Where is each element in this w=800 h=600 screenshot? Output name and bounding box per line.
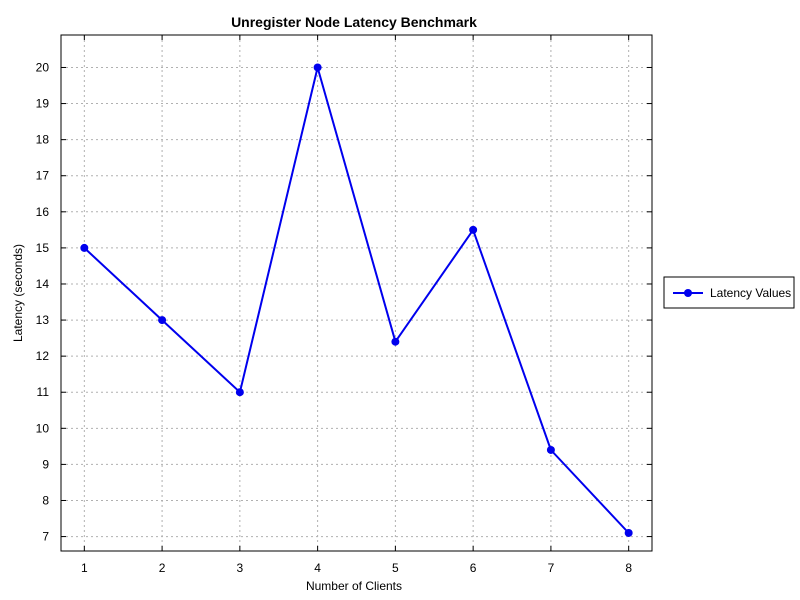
y-tick-label: 17 bbox=[36, 169, 50, 183]
x-tick-label: 6 bbox=[470, 561, 477, 575]
y-tick-label: 10 bbox=[36, 421, 50, 435]
x-tick-label: 5 bbox=[392, 561, 399, 575]
y-tick-label: 8 bbox=[42, 493, 49, 507]
data-point bbox=[624, 528, 633, 537]
data-point bbox=[469, 225, 478, 234]
series-layer bbox=[80, 63, 633, 537]
grid bbox=[61, 35, 652, 551]
y-tick-label: 13 bbox=[36, 313, 50, 327]
x-tick-label: 7 bbox=[548, 561, 555, 575]
data-point bbox=[546, 445, 555, 454]
plot-area bbox=[60, 34, 653, 552]
y-axis-label: Latency (seconds) bbox=[11, 244, 25, 342]
x-tick-label: 4 bbox=[314, 561, 321, 575]
y-tick-label: 20 bbox=[36, 60, 50, 74]
y-tick-label: 15 bbox=[36, 241, 50, 255]
y-tick-label: 9 bbox=[42, 457, 49, 471]
x-tick-label: 1 bbox=[81, 561, 88, 575]
data-point bbox=[313, 63, 322, 72]
data-point bbox=[235, 388, 244, 397]
x-axis-label: Number of Clients bbox=[306, 579, 402, 593]
y-tick-label: 7 bbox=[42, 530, 49, 544]
legend-point-marker bbox=[684, 289, 692, 297]
y-tick-label: 11 bbox=[37, 385, 50, 399]
y-tick-label: 14 bbox=[36, 277, 50, 291]
legend: Latency Values bbox=[663, 276, 795, 309]
series-line-0 bbox=[83, 66, 630, 534]
chart-title: Unregister Node Latency Benchmark bbox=[231, 14, 477, 30]
x-tick-label: 8 bbox=[625, 561, 632, 575]
x-tick-label: 2 bbox=[159, 561, 166, 575]
y-tick-label: 16 bbox=[36, 205, 50, 219]
y-tick-label: 19 bbox=[36, 97, 50, 111]
data-point bbox=[158, 316, 167, 325]
legend-entry-latency-values: Latency Values bbox=[710, 286, 791, 300]
data-point bbox=[391, 337, 400, 346]
data-point bbox=[80, 243, 89, 252]
y-tick-label: 12 bbox=[36, 349, 50, 363]
x-tick-label: 3 bbox=[237, 561, 244, 575]
y-tick-label: 18 bbox=[36, 133, 50, 147]
